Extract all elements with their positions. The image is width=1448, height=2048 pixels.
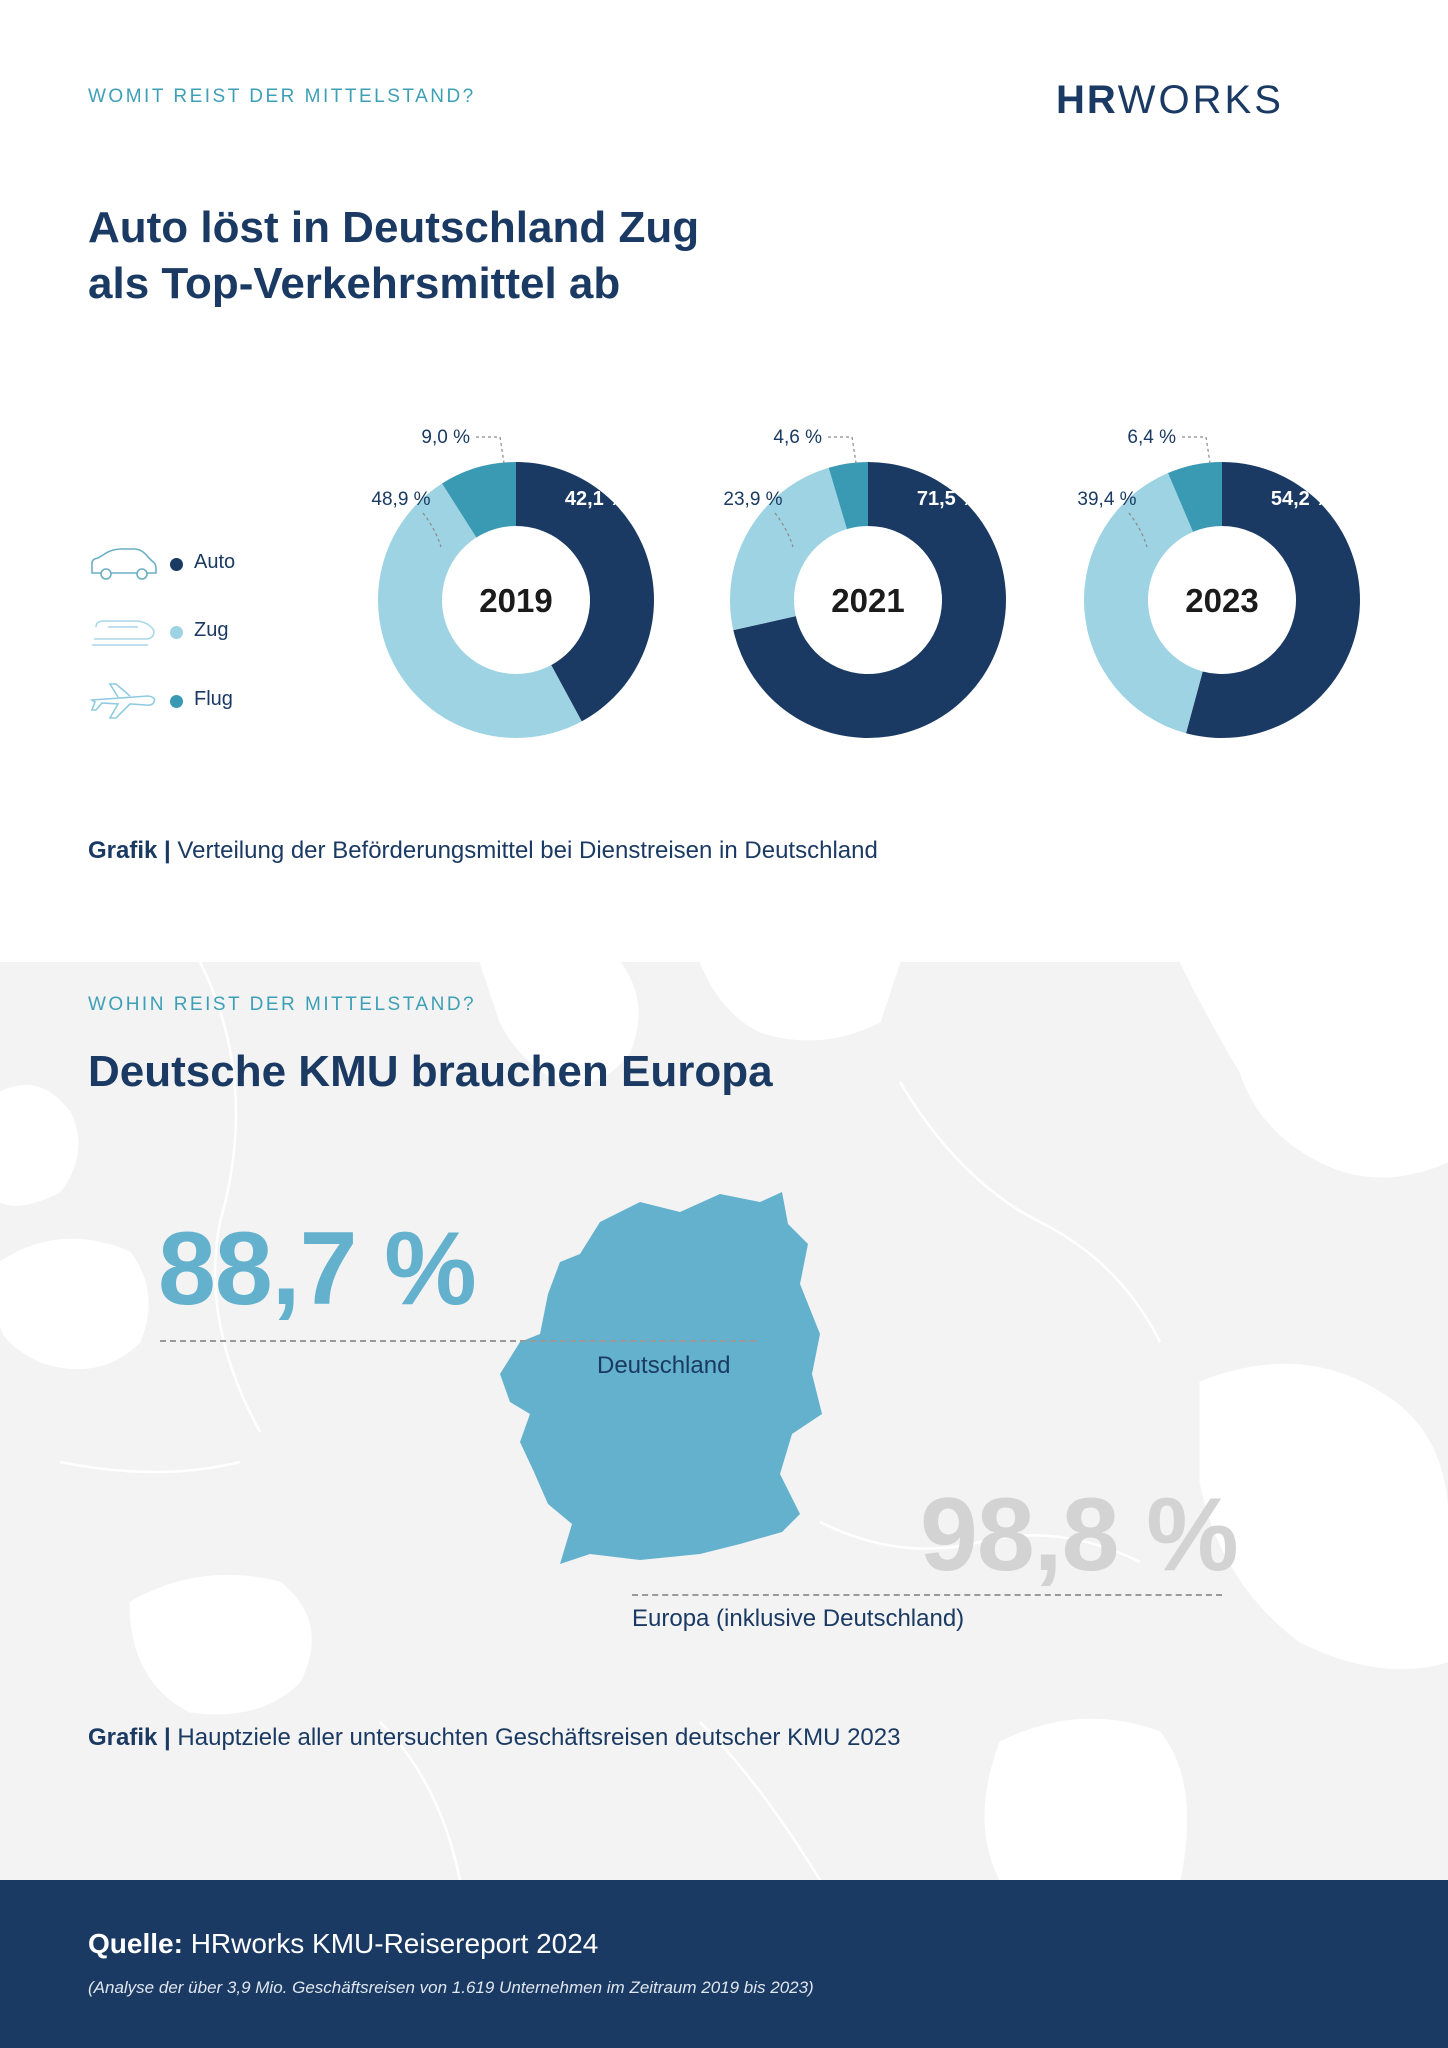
donut-value-label-auto: 54,2 % xyxy=(1271,488,1333,510)
section-kicker-2: WOHIN REIST DER MITTELSTAND? xyxy=(88,994,477,1015)
donut-leader-zug xyxy=(774,512,794,548)
europe-label: Europa (inklusive Deutschland) xyxy=(632,1605,965,1632)
map-section: 88,7 % Deutschland 98,8 % Europa (inklus… xyxy=(0,962,1448,1880)
donut-value-label-auto: 71,5 % xyxy=(917,488,979,510)
germany-percentage: 88,7 % xyxy=(158,1211,477,1327)
map-caption: Grafik | Hauptziele aller untersuchten G… xyxy=(88,1724,901,1751)
source-note: (Analyse der über 3,9 Mio. Geschäftsreis… xyxy=(88,1978,814,1997)
donut-slice-zug-2023 xyxy=(1084,473,1203,734)
airplane-icon xyxy=(89,683,156,719)
donut-value-label-flug: 4,6 % xyxy=(773,427,822,448)
car-icon xyxy=(91,548,157,580)
donut-charts: 2019 42,1 % 48,9 % 9,0 % 2021 71,5 % 23,9 % 4,6… xyxy=(371,427,1361,738)
donut-slice-auto-2023 xyxy=(1186,461,1361,738)
legend-swatch xyxy=(170,558,183,571)
page-title: Auto löst in Deutschland Zug als Top-Ver… xyxy=(88,200,699,312)
donut-slice-auto-2021 xyxy=(733,462,1007,738)
donut-slice-flug-2019 xyxy=(442,462,516,538)
donut-leader-flug xyxy=(1182,436,1211,464)
germany-shape xyxy=(500,1192,822,1564)
donut-slice-zug-2019 xyxy=(378,483,582,738)
europe-map-background xyxy=(0,962,1448,1880)
title-line-1: Auto löst in Deutschland Zug xyxy=(88,203,700,252)
section-title-2: Deutsche KMU brauchen Europa xyxy=(88,1047,773,1096)
chart-caption: Grafik | Verteilung der Beförderungsmitt… xyxy=(88,837,878,864)
donut-slice-flug-2023 xyxy=(1167,462,1222,532)
legend-swatch xyxy=(170,626,183,639)
donut-slice-auto-2019 xyxy=(516,462,654,722)
legend-swatch xyxy=(170,695,183,708)
source-footer: Quelle: HRworks KMU-Reisereport 2024 (An… xyxy=(0,1880,1448,2048)
donut-leader-flug xyxy=(828,436,857,464)
donut-slice-zug-2021 xyxy=(730,467,847,631)
donut-year-label: 2023 xyxy=(1185,582,1258,619)
europe-divider xyxy=(632,1594,1222,1596)
donut-leader-zug xyxy=(1128,512,1148,548)
germany-divider xyxy=(160,1340,756,1342)
title-line-2: als Top-Verkehrsmittel ab xyxy=(88,259,621,308)
donut-value-label-flug: 9,0 % xyxy=(421,427,470,448)
germany-label: Deutschland xyxy=(597,1352,731,1379)
donut-value-label-auto: 42,1 % xyxy=(565,488,627,510)
donut-leader-zug xyxy=(422,512,442,548)
hrworks-logo: HRWORKS xyxy=(1056,78,1284,122)
donut-slice-flug-2021 xyxy=(828,462,868,530)
legend-label: Auto xyxy=(194,551,236,573)
donut-year-label: 2019 xyxy=(479,582,552,619)
donut-value-label-flug: 6,4 % xyxy=(1127,427,1176,448)
legend-label: Flug xyxy=(194,688,233,710)
section-kicker: WOMIT REIST DER MITTELSTAND? xyxy=(88,86,476,107)
legend-label: Zug xyxy=(194,619,229,641)
donut-value-label-zug: 48,9 % xyxy=(371,489,430,510)
donut-value-label-zug: 39,4 % xyxy=(1077,489,1136,510)
europe-percentage: 98,8 % xyxy=(920,1477,1239,1593)
donut-year-label: 2021 xyxy=(831,582,904,619)
train-icon xyxy=(92,620,155,646)
donut-value-label-zug: 23,9 % xyxy=(723,489,782,510)
donut-leader-flug xyxy=(476,436,505,464)
source-line: Quelle: HRworks KMU-Reisereport 2024 xyxy=(88,1928,599,1959)
